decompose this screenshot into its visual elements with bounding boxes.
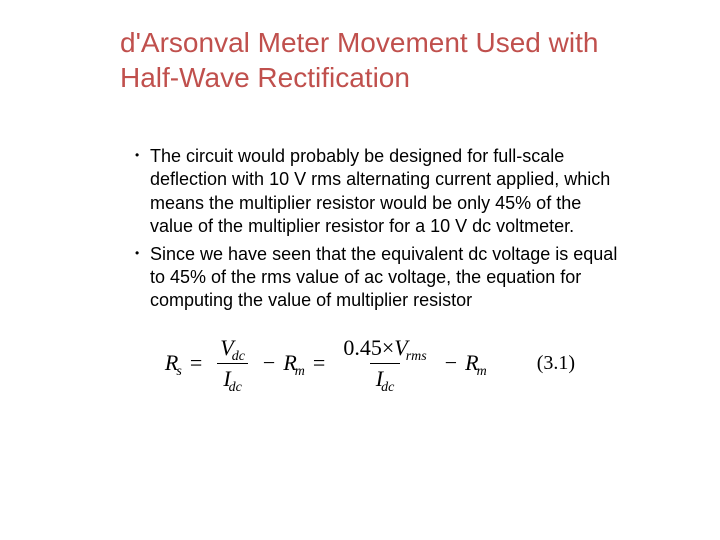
sub-dc: dc — [232, 349, 245, 364]
list-item: The circuit would probably be designed f… — [135, 145, 620, 239]
equation-ref: (3.1) — [537, 352, 575, 375]
sub-dc: dc — [229, 380, 242, 395]
sub-rms: rms — [406, 349, 427, 364]
sub-m: m — [477, 364, 487, 379]
equation: Rs = Vdc Idc − Rm = 0.45×Vrms Idc − Rm (… — [120, 333, 620, 394]
sub-dc: dc — [381, 380, 394, 395]
sub-s: s — [176, 364, 181, 379]
frac1-denominator: Idc — [217, 363, 248, 394]
eq-minus-2: − — [445, 350, 457, 376]
coeff: 0.45 — [343, 335, 382, 360]
eq-minus: − — [263, 350, 275, 376]
list-item: Since we have seen that the equivalent d… — [135, 243, 620, 313]
frac1-numerator: Vdc — [214, 333, 251, 363]
eq-rm: Rm — [283, 350, 305, 376]
fraction-1: Vdc Idc — [214, 333, 251, 394]
equation-body: Rs = Vdc Idc − Rm = 0.45×Vrms Idc − Rm — [165, 333, 487, 394]
bullet-list: The circuit would probably be designed f… — [120, 145, 620, 313]
frac2-numerator: 0.45×Vrms — [337, 333, 432, 363]
sub-m: m — [295, 364, 305, 379]
eq-equals: = — [190, 350, 202, 376]
fraction-2: 0.45×Vrms Idc — [337, 333, 432, 394]
page-title: d'Arsonval Meter Movement Used with Half… — [120, 25, 620, 95]
eq-equals-2: = — [313, 350, 325, 376]
frac2-denominator: Idc — [370, 363, 401, 394]
eq-lhs: Rs — [165, 350, 182, 376]
eq-rm-2: Rm — [465, 350, 487, 376]
times: × — [382, 335, 394, 360]
